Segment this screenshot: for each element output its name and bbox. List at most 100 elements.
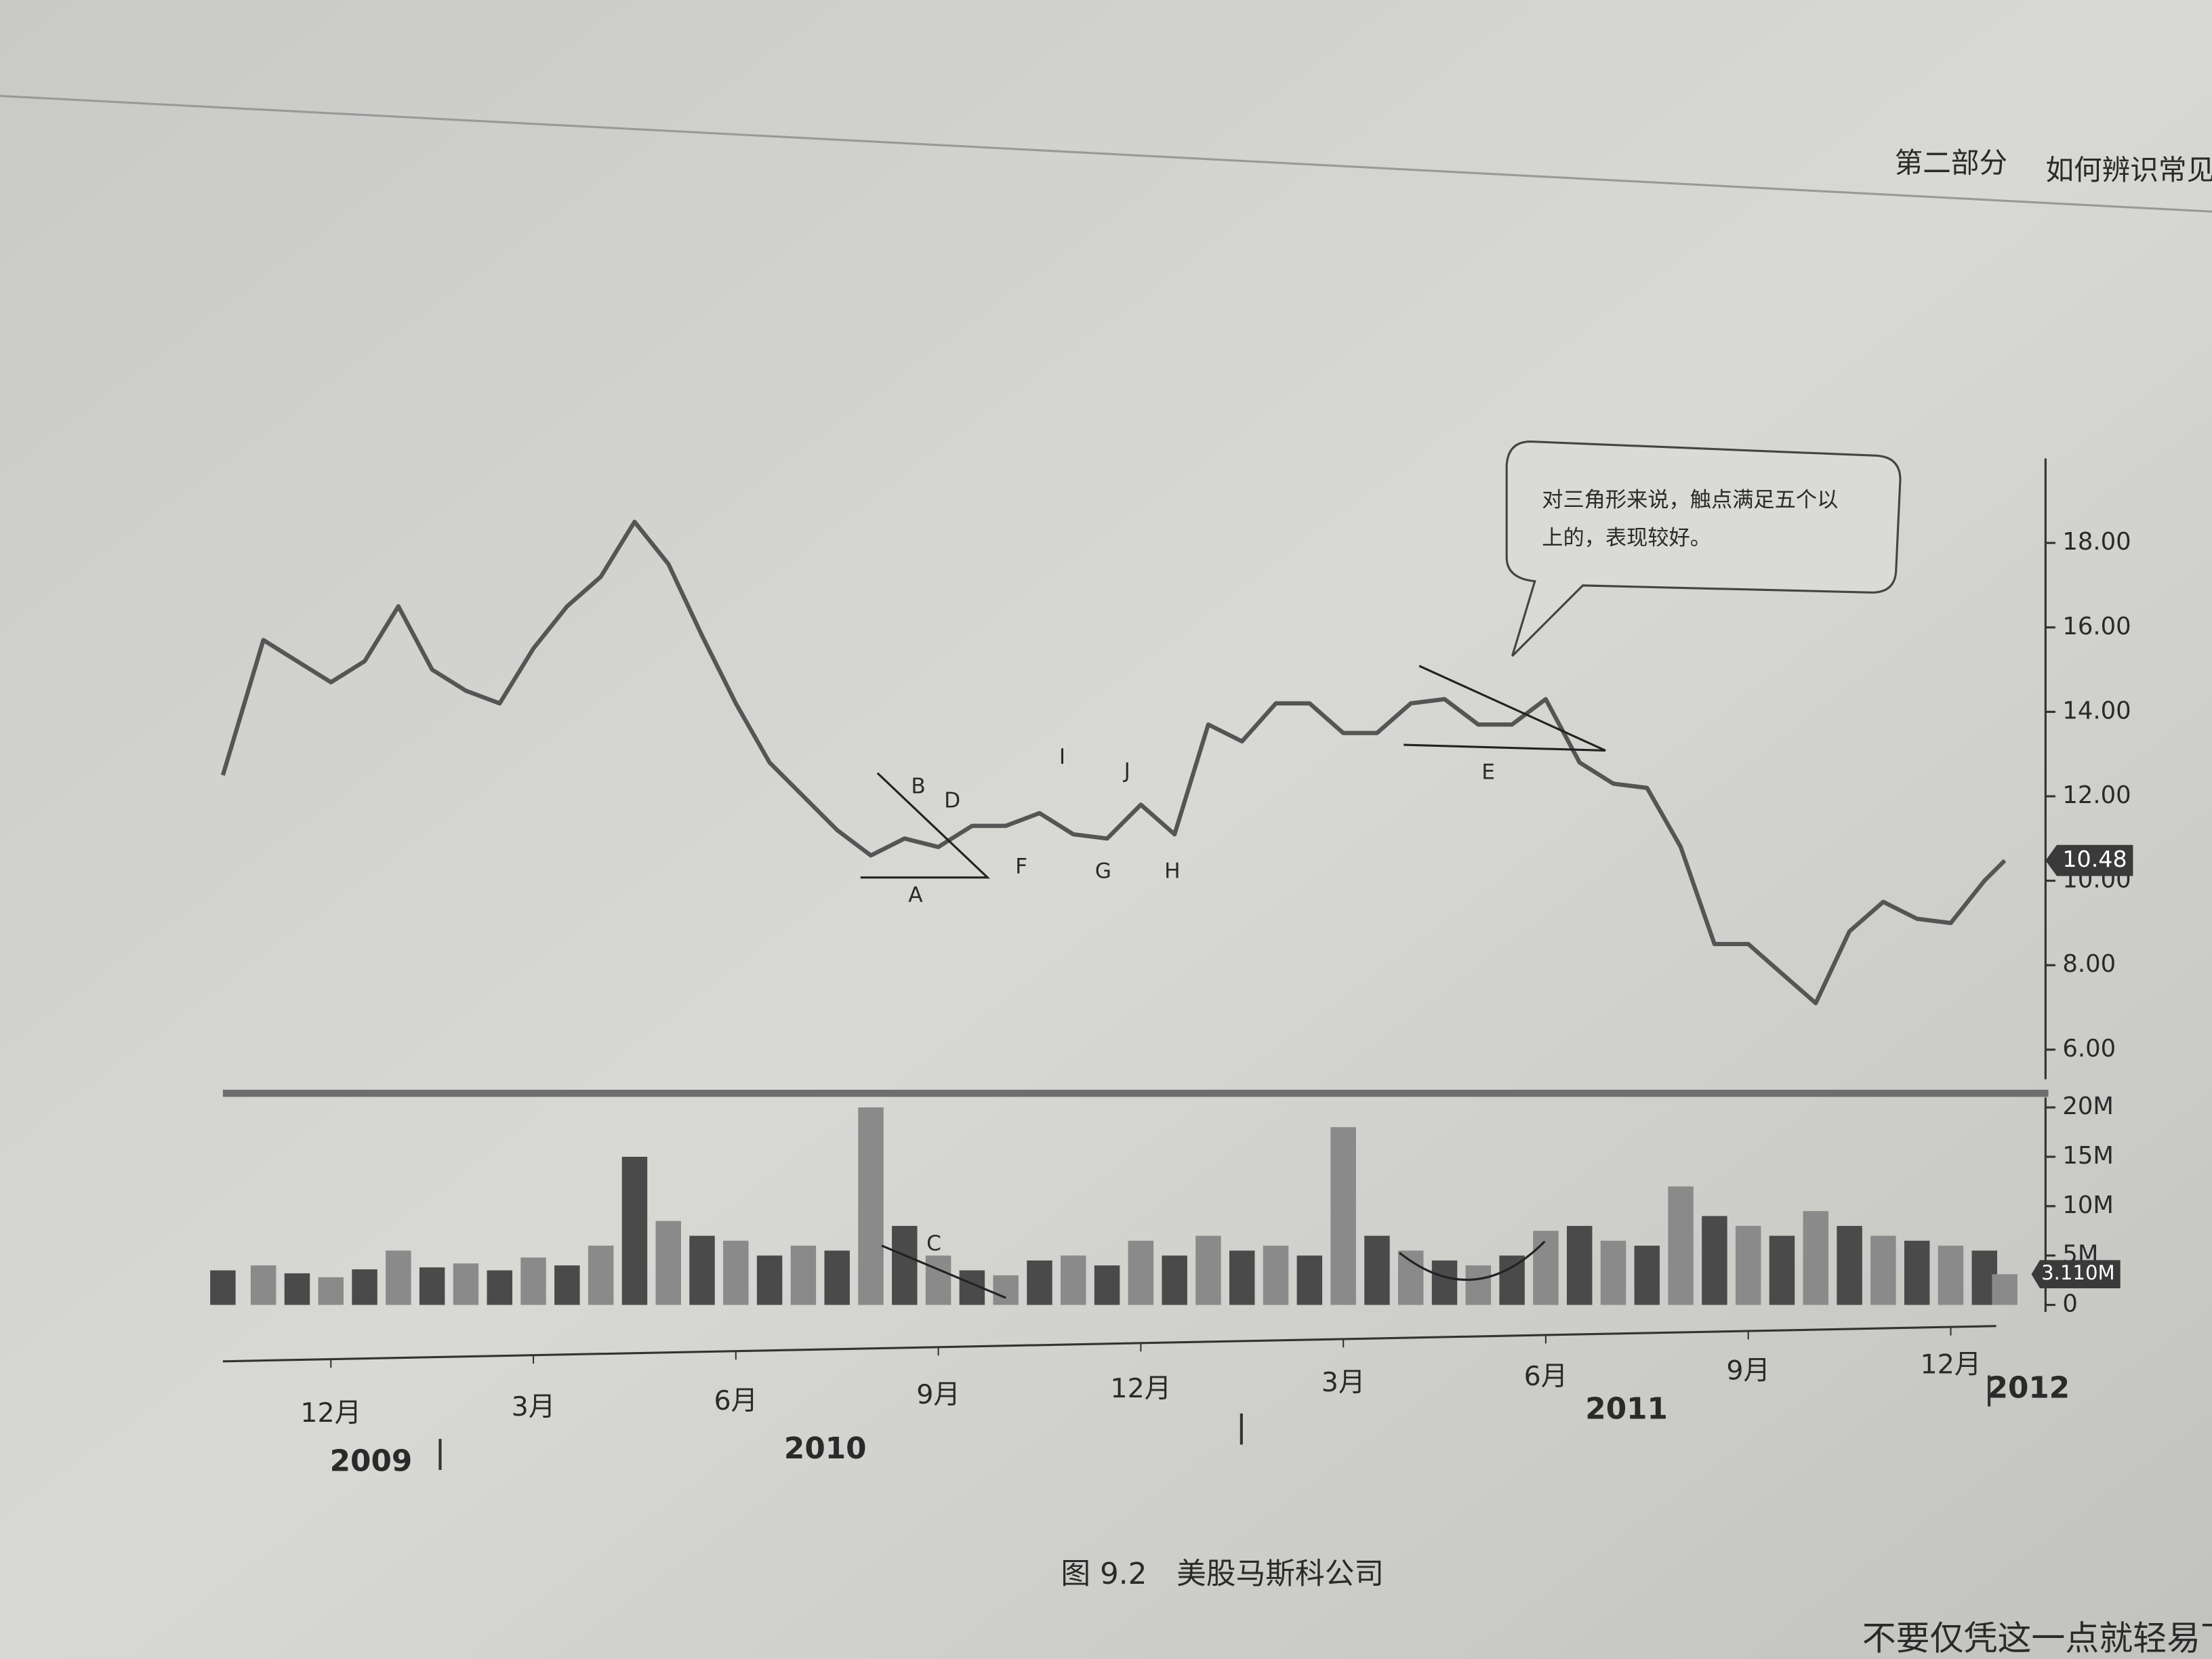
volume-bar [1229, 1250, 1255, 1305]
volume-bar [1600, 1240, 1626, 1305]
y-tick-label: 16.00 [2062, 613, 2131, 640]
year-label: 2009 [330, 1444, 413, 1479]
triangle-2 [1404, 665, 1606, 752]
x-tick-label: 12月 [300, 1397, 361, 1429]
volume-bar [520, 1257, 546, 1305]
pattern-label: E [1481, 760, 1495, 785]
volume-bar [318, 1277, 344, 1305]
pattern-label: G [1095, 859, 1111, 883]
last-price-label: 10.48 [2062, 846, 2127, 872]
volume-bar [1668, 1186, 1694, 1305]
volume-bar [892, 1225, 918, 1305]
y-tick-label: 6.00 [2062, 1035, 2116, 1063]
volume-bar [790, 1246, 817, 1305]
triangle-1 [860, 772, 991, 879]
volume-trend [881, 1244, 1006, 1299]
volume-bar [1431, 1260, 1458, 1305]
volume-bar [1735, 1225, 1761, 1305]
volume-bar [1027, 1260, 1052, 1305]
volume-bar [689, 1235, 715, 1305]
y-tick-label: 20M [2062, 1092, 2114, 1120]
x-tick-label: 3月 [512, 1391, 556, 1422]
pattern-label: A [908, 883, 923, 907]
x-tick-label: 6月 [1524, 1361, 1568, 1392]
x-tick-label: 3月 [1322, 1367, 1366, 1398]
header-rule [0, 94, 2212, 213]
pattern-label: H [1164, 859, 1180, 883]
volume-bar [386, 1250, 411, 1305]
volume-bar [1364, 1235, 1390, 1305]
volume-bar [588, 1246, 614, 1305]
callout-bubble [1505, 440, 1902, 657]
volume-bar [210, 1270, 236, 1305]
y-tick-label: 15M [2062, 1142, 2114, 1170]
x-tick-label: 6月 [714, 1385, 758, 1416]
volume-bar [284, 1273, 310, 1305]
pattern-label: J [1123, 759, 1130, 783]
x-tick-label: 9月 [916, 1379, 960, 1410]
volume-bar [1296, 1255, 1323, 1305]
y-tick-label: 10M [2062, 1191, 2114, 1219]
volume-bar [453, 1263, 479, 1305]
volume-bar [858, 1107, 884, 1305]
volume-bar [925, 1255, 951, 1305]
y-tick-label: 8.00 [2062, 950, 2116, 978]
volume-bar [1094, 1265, 1120, 1305]
price-line [220, 519, 2007, 1006]
pattern-label: I [1059, 745, 1065, 769]
plot: 18.0016.0014.0012.0010.008.006.0020M15M1… [210, 440, 2133, 1479]
y-tick-label: 14.00 [2062, 697, 2131, 724]
volume-bar [1566, 1225, 1593, 1305]
volume-bar [352, 1269, 377, 1305]
figure-caption: 图 9.2 美股马斯科公司 [1061, 1557, 1384, 1591]
volume-bar [756, 1255, 783, 1305]
pattern-label: B [911, 775, 925, 799]
volume-bar [993, 1275, 1019, 1305]
volume-bar [1263, 1246, 1289, 1305]
callout-line: 对三角形来说，触点满足五个以 [1542, 488, 1838, 512]
volume-curve [1399, 1240, 1546, 1281]
footer-text: 不要仅凭这一点就轻易下结论。 [1862, 1618, 2212, 1658]
header-part: 第二部分 [1895, 146, 2008, 180]
header-title: 如何辨识常见 [2045, 153, 2212, 186]
volume-bar [1992, 1274, 2018, 1305]
volume-bar [487, 1270, 512, 1305]
y-tick-label: 0 [2062, 1290, 2078, 1318]
volume-bar [1904, 1240, 1930, 1305]
volume-bar [554, 1265, 580, 1305]
year-label: 2010 [784, 1431, 867, 1466]
volume-bar [1330, 1127, 1356, 1305]
last-price-box [2045, 844, 2133, 876]
x-tick-label: 12月 [1110, 1373, 1171, 1404]
y-tick-label: 12.00 [2062, 781, 2131, 809]
volume-bar [723, 1240, 749, 1305]
volume-bar [655, 1221, 681, 1305]
year-label: 2012 [1988, 1370, 2070, 1405]
volume-bar [824, 1250, 850, 1305]
volume-bar [1128, 1240, 1154, 1305]
volume-bar [1162, 1255, 1187, 1305]
pattern-label: D [944, 788, 960, 813]
last-volume-label: 3.110M [2041, 1261, 2115, 1284]
volume-bar [1499, 1255, 1525, 1305]
y-tick-label: 18.00 [2062, 528, 2131, 556]
last-volume-box [2031, 1260, 2121, 1289]
volume-bar [1769, 1235, 1795, 1305]
volume-bar [1837, 1225, 1862, 1305]
x-tick-label: 12月 [1921, 1349, 1982, 1380]
volume-bar [1061, 1255, 1086, 1305]
pattern-label: F [1015, 855, 1027, 879]
volume-bar [419, 1267, 445, 1305]
volume-bar [1195, 1235, 1221, 1305]
volume-bar [1803, 1211, 1829, 1305]
volume-bar [1533, 1231, 1559, 1305]
callout-text: 对三角形来说，触点满足五个以上的，表现较好。 [1542, 488, 1838, 550]
volume-bar [1398, 1250, 1424, 1305]
x-tick-label: 9月 [1726, 1355, 1770, 1386]
volume-bar [1634, 1246, 1660, 1305]
year-label: 2011 [1585, 1392, 1668, 1427]
volume-bar [1938, 1246, 1964, 1305]
volume-bar [1465, 1265, 1492, 1305]
